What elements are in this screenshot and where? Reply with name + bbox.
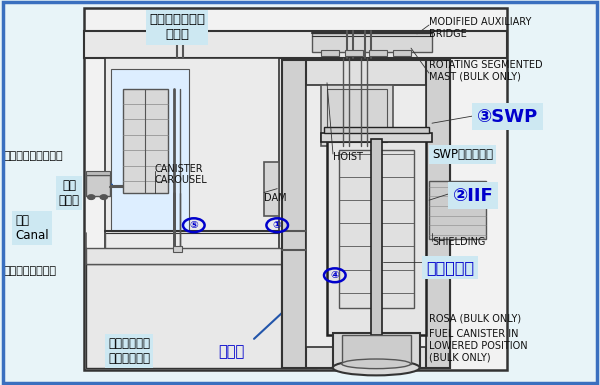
Bar (327, 89, 387, 142)
Text: 収納缶移送用の
遮蔽体: 収納缶移送用の 遮蔽体 (149, 13, 205, 42)
Text: ⑤: ⑤ (190, 220, 198, 230)
Bar (324, 127, 429, 133)
Bar (84, 31, 507, 58)
Text: DAM: DAM (264, 192, 287, 203)
Bar (173, 246, 182, 252)
Bar (264, 162, 279, 216)
Bar (327, 139, 426, 335)
Text: FUEL CANISTER IN
LOWERED POSITION
(BULK ONLY): FUEL CANISTER IN LOWERED POSITION (BULK … (429, 329, 527, 362)
Bar (312, 33, 432, 52)
Bar (282, 60, 306, 368)
Bar (426, 60, 450, 368)
Bar (333, 333, 420, 368)
Text: CANISTER
CAROUSEL: CANISTER CAROUSEL (155, 164, 208, 185)
Text: 収納缶: 収納缶 (218, 345, 244, 360)
Bar (429, 181, 486, 239)
Bar (342, 335, 411, 364)
Bar (86, 171, 110, 175)
Bar (393, 50, 411, 56)
Bar (105, 58, 279, 250)
Circle shape (100, 195, 107, 199)
Bar (86, 248, 317, 264)
Bar (86, 175, 110, 196)
Text: 貯蔵
プール: 貯蔵 プール (59, 179, 79, 207)
Bar (369, 50, 387, 56)
Text: HOIST: HOIST (333, 152, 363, 162)
Text: 燃料移送システム: 燃料移送システム (3, 266, 56, 276)
Bar (371, 139, 382, 335)
Bar (123, 89, 168, 192)
Text: ROSA (BULK ONLY): ROSA (BULK ONLY) (429, 314, 521, 324)
Text: 上下回転型キャスク: 上下回転型キャスク (3, 151, 62, 161)
Bar (321, 133, 432, 142)
Text: 取り外した炉
心上部構造物: 取り外した炉 心上部構造物 (108, 337, 150, 365)
Circle shape (88, 195, 95, 199)
Bar (306, 85, 426, 346)
Text: MODIFIED AUXILIARY
BRIDGE: MODIFIED AUXILIARY BRIDGE (429, 17, 532, 39)
Bar (345, 50, 363, 56)
Text: ②IIF: ②IIF (453, 187, 494, 205)
Bar (86, 264, 317, 368)
Bar (339, 150, 414, 308)
Bar (282, 60, 450, 368)
Bar (321, 50, 339, 56)
Text: SHIELDING: SHIELDING (432, 237, 485, 247)
Text: 長尺ツール: 長尺ツール (426, 260, 474, 275)
Ellipse shape (342, 359, 411, 369)
Text: ①: ① (273, 220, 281, 230)
Text: ROTATING SEGMENTED
MAST (BULK ONLY): ROTATING SEGMENTED MAST (BULK ONLY) (429, 60, 542, 81)
Ellipse shape (332, 360, 420, 375)
Bar (321, 85, 393, 146)
Text: ③SWP: ③SWP (477, 108, 538, 126)
Text: ④: ④ (331, 270, 339, 280)
Text: 輸送
Canal: 輸送 Canal (15, 214, 49, 242)
Bar (111, 69, 189, 231)
Text: SWPの支持構造: SWPの支持構造 (432, 148, 493, 161)
Bar (84, 8, 507, 370)
